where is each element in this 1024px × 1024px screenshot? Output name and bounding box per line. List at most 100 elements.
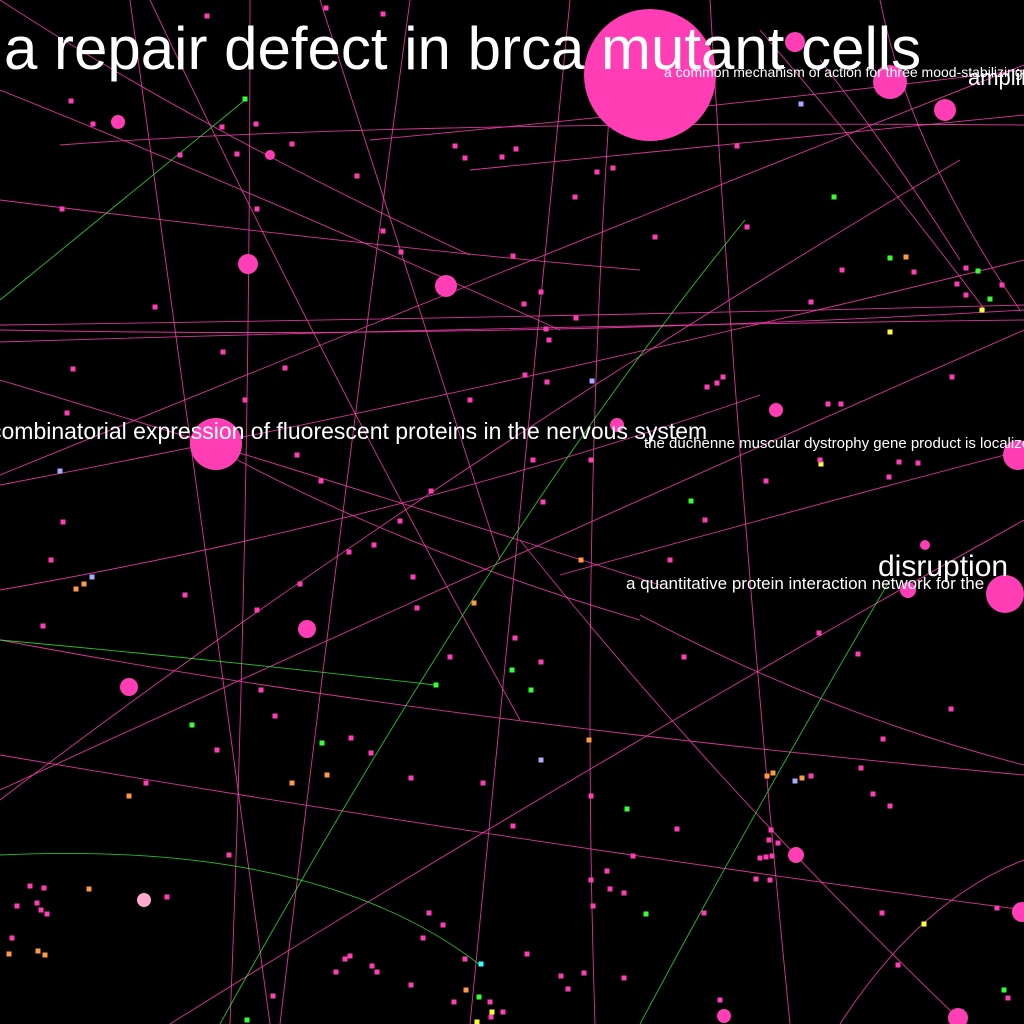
network-node[interactable]: [768, 827, 774, 833]
network-node[interactable]: [1001, 987, 1007, 993]
network-node[interactable]: [1003, 440, 1024, 470]
network-node[interactable]: [839, 267, 845, 273]
network-node[interactable]: [934, 99, 956, 121]
network-node[interactable]: [792, 778, 798, 784]
network-node[interactable]: [500, 1009, 506, 1015]
network-node[interactable]: [204, 13, 210, 19]
network-node[interactable]: [253, 121, 259, 127]
network-node[interactable]: [963, 265, 969, 271]
network-node[interactable]: [398, 249, 404, 255]
network-node[interactable]: [462, 155, 468, 161]
network-node[interactable]: [588, 457, 594, 463]
network-node[interactable]: [369, 963, 375, 969]
network-node[interactable]: [474, 1019, 480, 1024]
network-node[interactable]: [27, 883, 33, 889]
network-node[interactable]: [581, 970, 587, 976]
network-node[interactable]: [948, 706, 954, 712]
network-node[interactable]: [920, 540, 930, 550]
network-node[interactable]: [270, 993, 276, 999]
network-node[interactable]: [342, 956, 348, 962]
network-node[interactable]: [89, 574, 95, 580]
network-node[interactable]: [60, 519, 66, 525]
network-node[interactable]: [254, 206, 260, 212]
network-node[interactable]: [590, 903, 596, 909]
network-node[interactable]: [451, 999, 457, 1005]
network-node[interactable]: [57, 468, 63, 474]
network-node[interactable]: [565, 986, 571, 992]
network-node[interactable]: [681, 654, 687, 660]
network-node[interactable]: [766, 837, 772, 843]
network-node[interactable]: [86, 886, 92, 892]
network-node[interactable]: [586, 737, 592, 743]
network-node[interactable]: [572, 194, 578, 200]
network-node[interactable]: [624, 806, 630, 812]
network-node[interactable]: [380, 228, 386, 234]
network-node[interactable]: [435, 275, 457, 297]
network-node[interactable]: [40, 623, 46, 629]
network-node[interactable]: [799, 775, 805, 781]
network-node[interactable]: [143, 780, 149, 786]
network-node[interactable]: [177, 152, 183, 158]
network-node[interactable]: [512, 635, 518, 641]
network-node[interactable]: [621, 890, 627, 896]
network-node[interactable]: [610, 418, 624, 432]
network-node[interactable]: [408, 982, 414, 988]
network-node[interactable]: [242, 397, 248, 403]
network-node[interactable]: [226, 852, 232, 858]
network-node[interactable]: [584, 9, 716, 141]
network-node[interactable]: [126, 793, 132, 799]
network-node[interactable]: [471, 600, 477, 606]
network-node[interactable]: [9, 935, 15, 941]
network-node[interactable]: [607, 886, 613, 892]
network-node[interactable]: [610, 165, 616, 171]
network-node[interactable]: [289, 141, 295, 147]
network-node[interactable]: [323, 5, 329, 11]
network-node[interactable]: [522, 372, 528, 378]
network-node[interactable]: [588, 793, 594, 799]
network-node[interactable]: [886, 474, 892, 480]
network-node[interactable]: [38, 907, 44, 913]
network-node[interactable]: [219, 124, 225, 130]
network-node[interactable]: [282, 365, 288, 371]
network-node[interactable]: [763, 854, 769, 860]
network-node[interactable]: [817, 457, 823, 463]
network-node[interactable]: [757, 855, 763, 861]
network-node[interactable]: [652, 234, 658, 240]
network-node[interactable]: [374, 969, 380, 975]
network-node[interactable]: [440, 922, 446, 928]
network-node[interactable]: [949, 374, 955, 380]
network-node[interactable]: [524, 951, 530, 957]
network-node[interactable]: [785, 32, 805, 52]
network-node[interactable]: [410, 574, 416, 580]
network-node[interactable]: [238, 254, 258, 274]
network-node[interactable]: [48, 557, 54, 563]
network-node[interactable]: [896, 459, 902, 465]
network-node[interactable]: [753, 876, 759, 882]
network-node[interactable]: [380, 11, 386, 17]
network-node[interactable]: [588, 877, 594, 883]
network-node[interactable]: [35, 948, 41, 954]
network-node[interactable]: [242, 96, 248, 102]
network-node[interactable]: [630, 853, 636, 859]
network-node[interactable]: [808, 299, 814, 305]
network-node[interactable]: [798, 101, 804, 107]
network-node[interactable]: [838, 401, 844, 407]
network-node[interactable]: [1005, 995, 1011, 1001]
network-node[interactable]: [994, 905, 1000, 911]
network-node[interactable]: [573, 315, 579, 321]
network-node[interactable]: [903, 254, 909, 260]
network-node[interactable]: [717, 1009, 731, 1023]
network-node[interactable]: [855, 651, 861, 657]
network-node[interactable]: [744, 224, 750, 230]
network-node[interactable]: [975, 268, 981, 274]
network-node[interactable]: [887, 329, 893, 335]
network-node[interactable]: [578, 557, 584, 563]
network-node[interactable]: [604, 868, 610, 874]
network-node[interactable]: [258, 687, 264, 693]
network-node[interactable]: [769, 403, 783, 417]
network-node[interactable]: [426, 910, 432, 916]
network-node[interactable]: [948, 1008, 968, 1024]
network-node[interactable]: [702, 517, 708, 523]
network-node[interactable]: [220, 349, 226, 355]
